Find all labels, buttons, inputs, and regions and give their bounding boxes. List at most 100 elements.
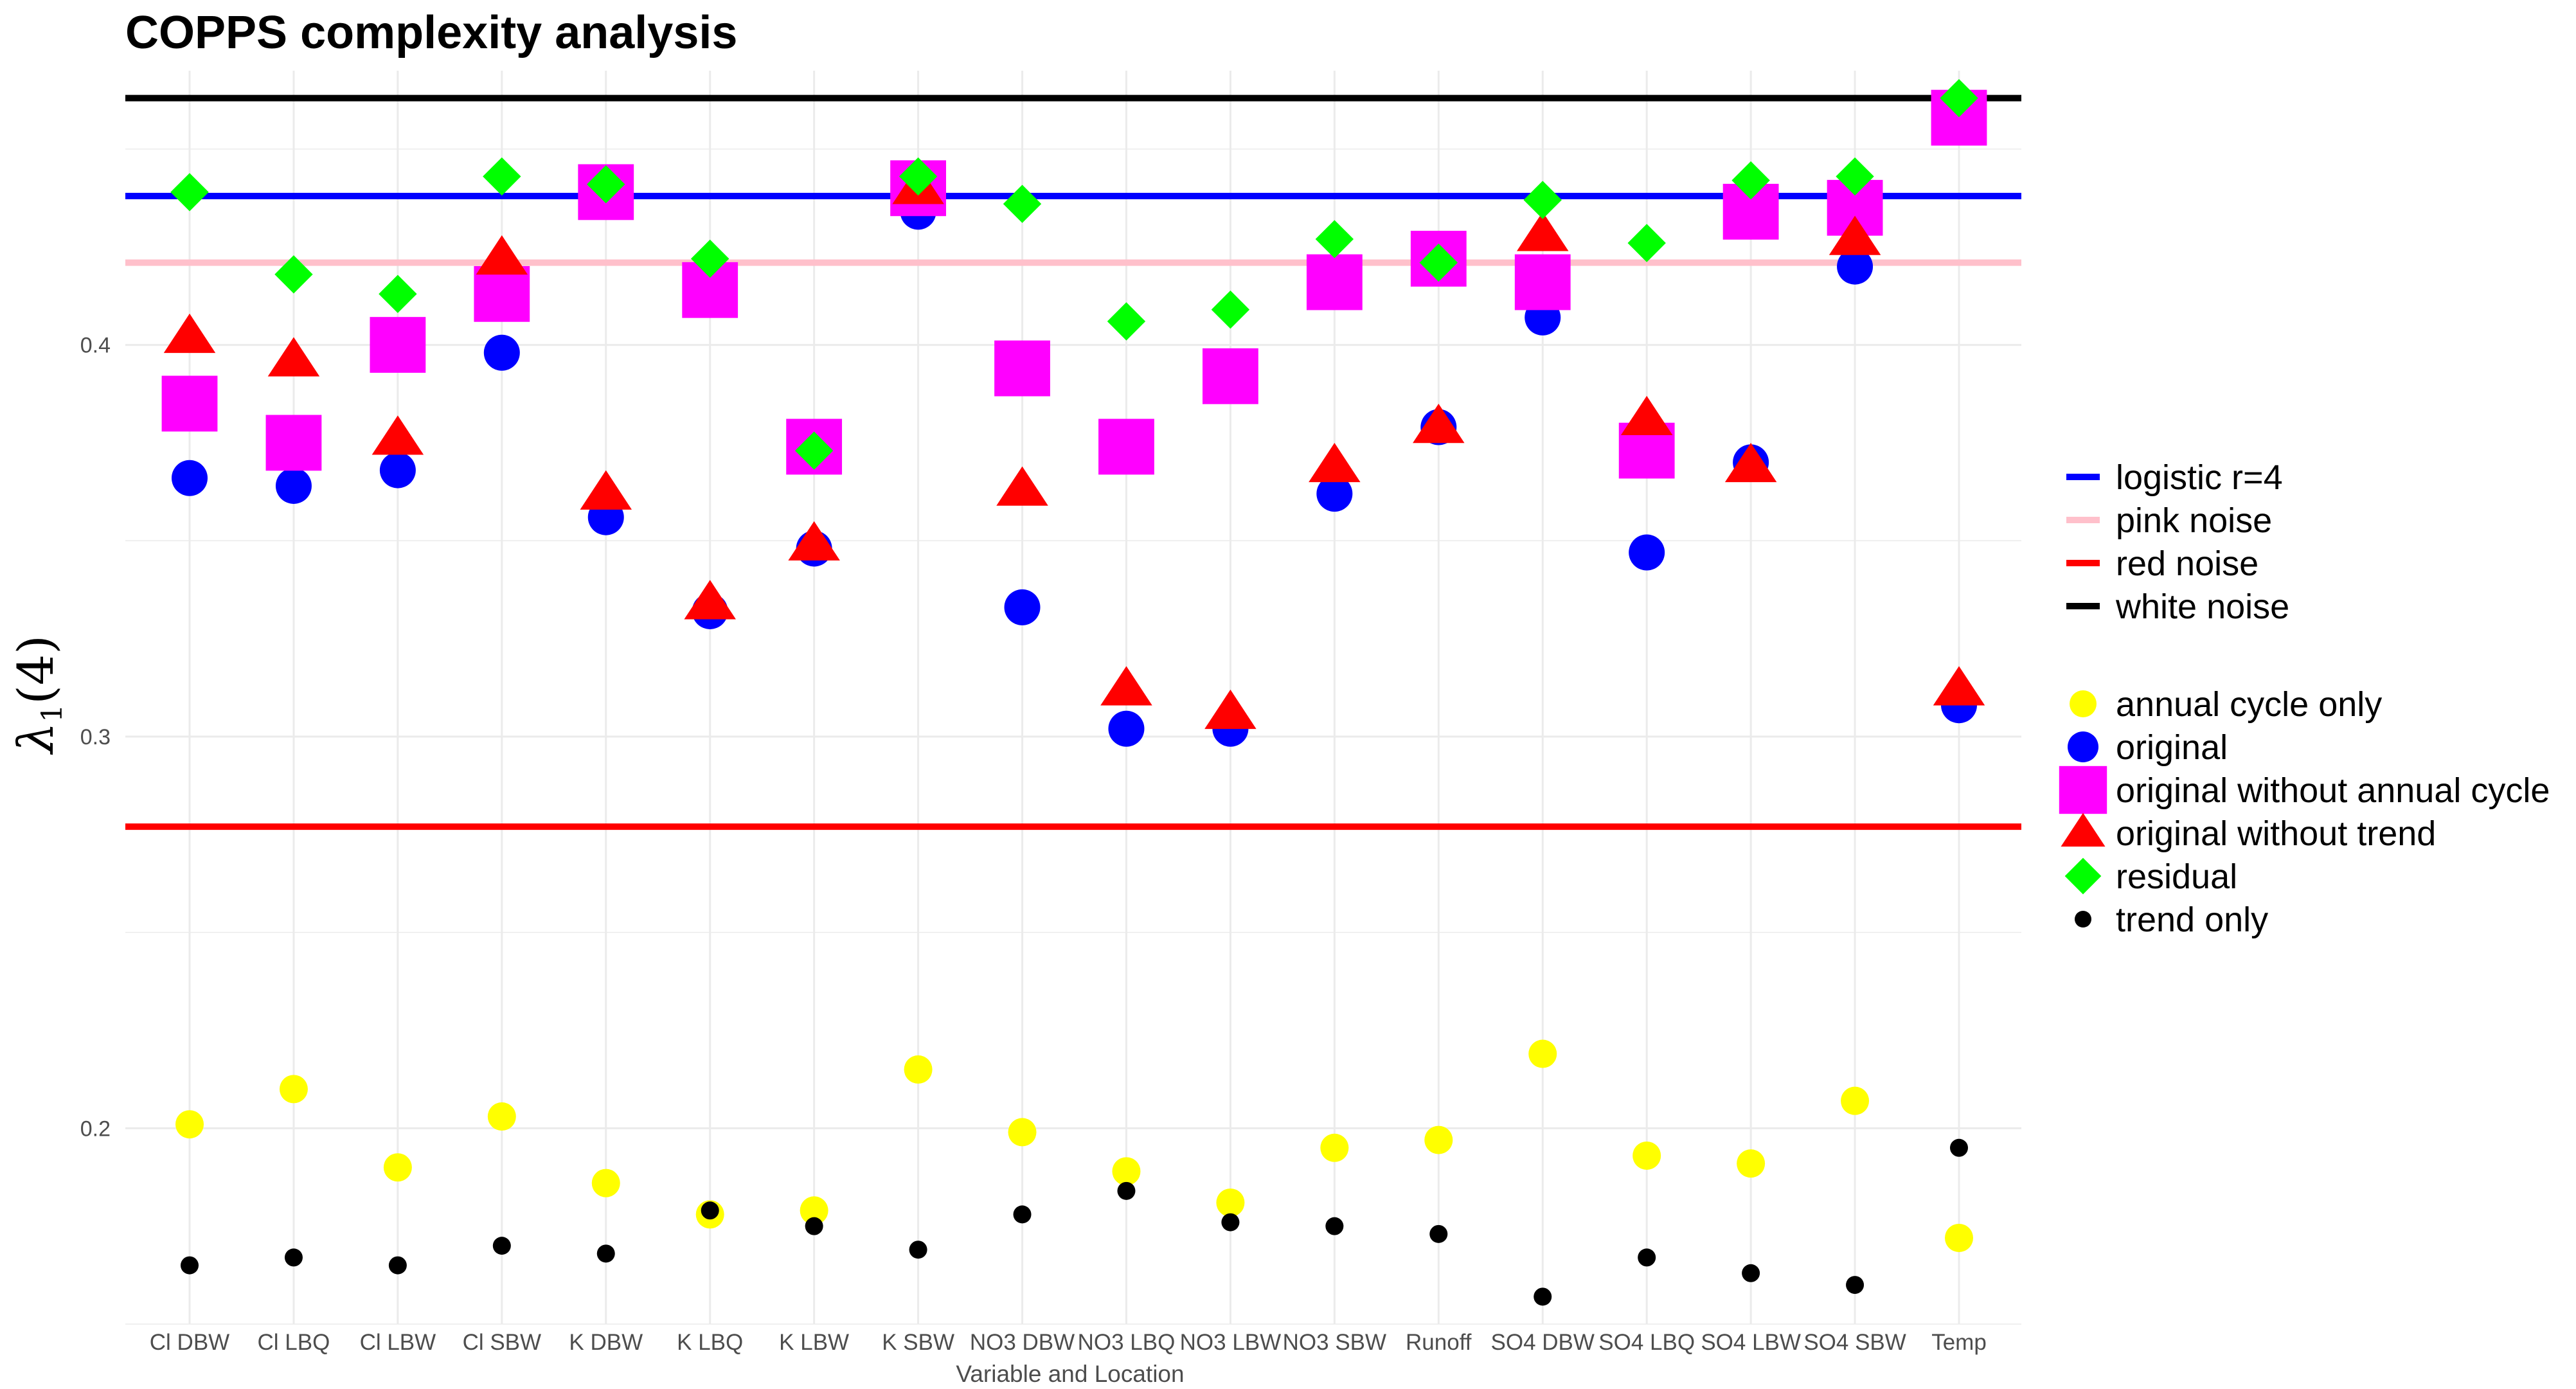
x-tick-label: Runoff xyxy=(1406,1330,1472,1355)
legend-key-marker xyxy=(2070,690,2097,717)
point-trend-only xyxy=(1846,1276,1865,1295)
x-axis-ticks: Cl DBW Cl LBQ Cl LBW Cl SBW K DBW K LBQ K LBW K… xyxy=(150,1330,1987,1355)
point-residual xyxy=(1627,224,1666,262)
point-original-without-trend xyxy=(1309,443,1361,483)
point-original-without-trend xyxy=(1413,404,1465,444)
x-tick-label: Cl DBW xyxy=(150,1330,229,1355)
y-axis-label-subscript: 1 xyxy=(36,704,69,722)
legend-label: original without annual cycle xyxy=(2116,771,2550,810)
x-tick-label: SO4 LBQ xyxy=(1598,1330,1695,1355)
point-annual-cycle-only xyxy=(175,1110,204,1139)
point-annual-cycle-only xyxy=(1737,1149,1766,1178)
x-tick-label: NO3 SBW xyxy=(1283,1330,1386,1355)
x-tick-label: Cl LBW xyxy=(360,1330,436,1355)
point-original xyxy=(483,334,520,371)
point-annual-cycle-only xyxy=(1841,1086,1870,1115)
point-original xyxy=(1837,248,1874,285)
x-tick-label: K DBW xyxy=(569,1330,643,1355)
point-trend-only xyxy=(1013,1205,1032,1224)
point-original-without-trend xyxy=(788,521,840,561)
point-original-without-annual-cycle xyxy=(994,340,1050,397)
legend-label: trend only xyxy=(2116,901,2268,939)
chart-title: COPPS complexity analysis xyxy=(125,7,737,58)
x-tick-label: Cl LBQ xyxy=(258,1330,330,1355)
point-annual-cycle-only xyxy=(487,1102,516,1131)
reference-lines xyxy=(125,94,2021,830)
point-trend-only xyxy=(181,1256,199,1275)
point-residual xyxy=(170,173,209,211)
point-original-without-trend xyxy=(996,466,1048,506)
point-original-without-annual-cycle xyxy=(161,375,218,432)
point-trend-only xyxy=(284,1248,303,1267)
point-original xyxy=(172,460,208,496)
point-original-without-trend xyxy=(1516,211,1569,251)
x-tick-label: K LBQ xyxy=(677,1330,743,1355)
point-annual-cycle-only xyxy=(1424,1125,1453,1154)
point-residual xyxy=(1940,78,1978,118)
legend-key-marker xyxy=(2061,812,2106,847)
point-residual xyxy=(379,274,417,314)
point-annual-cycle-only xyxy=(1320,1133,1349,1162)
point-residual xyxy=(691,239,729,278)
x-tick-label: Cl SBW xyxy=(463,1330,542,1355)
point-original-without-trend xyxy=(1204,689,1257,730)
point-residual xyxy=(1211,291,1250,329)
x-tick-label: SO4 SBW xyxy=(1803,1330,1906,1355)
legend-label: original xyxy=(2116,728,2228,767)
legend-label: white noise xyxy=(2115,587,2289,626)
y-tick-label: 0.4 xyxy=(80,334,111,358)
y-axis-ticks: 0.2 0.3 0.4 xyxy=(80,334,111,1142)
point-residual xyxy=(1523,181,1562,219)
point-trend-only xyxy=(1638,1248,1656,1267)
point-original-without-trend xyxy=(476,235,528,275)
point-trend-only xyxy=(1429,1224,1448,1243)
x-tick-label: K SBW xyxy=(882,1330,954,1355)
point-original-without-trend xyxy=(684,580,736,620)
svg-text:λ1(4): λ1(4) xyxy=(7,635,69,755)
point-original-without-annual-cycle xyxy=(1514,254,1571,310)
legend-label: pink noise xyxy=(2116,501,2272,540)
point-original-without-trend xyxy=(371,415,424,455)
point-residual xyxy=(483,157,521,196)
point-trend-only xyxy=(1221,1213,1240,1232)
x-tick-label: SO4 DBW xyxy=(1491,1330,1595,1355)
point-trend-only xyxy=(388,1256,407,1275)
point-original-without-annual-cycle xyxy=(1098,418,1154,475)
legend-key-marker xyxy=(2068,731,2098,762)
point-annual-cycle-only xyxy=(383,1153,412,1182)
legend: logistic r=4 pink noise red noise white noi… xyxy=(2059,458,2550,939)
legend-label: logistic r=4 xyxy=(2116,458,2283,497)
point-annual-cycle-only xyxy=(1632,1141,1661,1170)
point-residual xyxy=(1107,302,1146,341)
point-original xyxy=(379,452,416,488)
point-trend-only xyxy=(1950,1138,1968,1157)
point-residual xyxy=(1836,157,1874,196)
point-original-without-trend xyxy=(1620,395,1673,436)
x-axis-label: Variable and Location xyxy=(956,1361,1184,1387)
x-tick-label: SO4 LBW xyxy=(1701,1330,1801,1355)
point-original xyxy=(1629,534,1665,571)
point-residual xyxy=(1731,161,1770,200)
point-trend-only xyxy=(701,1201,719,1220)
legend-label: annual cycle only xyxy=(2116,685,2382,724)
point-annual-cycle-only xyxy=(800,1196,828,1225)
point-original xyxy=(1108,710,1145,747)
y-axis-label-lambda: λ xyxy=(7,722,64,755)
point-original-without-trend xyxy=(1724,443,1777,483)
point-trend-only xyxy=(492,1237,511,1255)
point-original-without-annual-cycle xyxy=(370,317,426,373)
y-axis-label: λ1(4) xyxy=(7,635,69,755)
y-tick-label: 0.3 xyxy=(80,725,111,749)
point-residual xyxy=(1003,184,1042,223)
point-trend-only xyxy=(1117,1181,1136,1200)
legend-key-marker xyxy=(2064,857,2102,895)
y-tick-label: 0.2 xyxy=(80,1116,111,1141)
point-trend-only xyxy=(1534,1287,1552,1306)
point-annual-cycle-only xyxy=(1216,1188,1245,1217)
x-tick-label: NO3 LBW xyxy=(1180,1330,1282,1355)
point-original-without-trend xyxy=(267,337,320,377)
point-residual xyxy=(1315,220,1354,258)
x-tick-label: Temp xyxy=(1931,1330,1987,1355)
point-trend-only xyxy=(1742,1264,1760,1282)
